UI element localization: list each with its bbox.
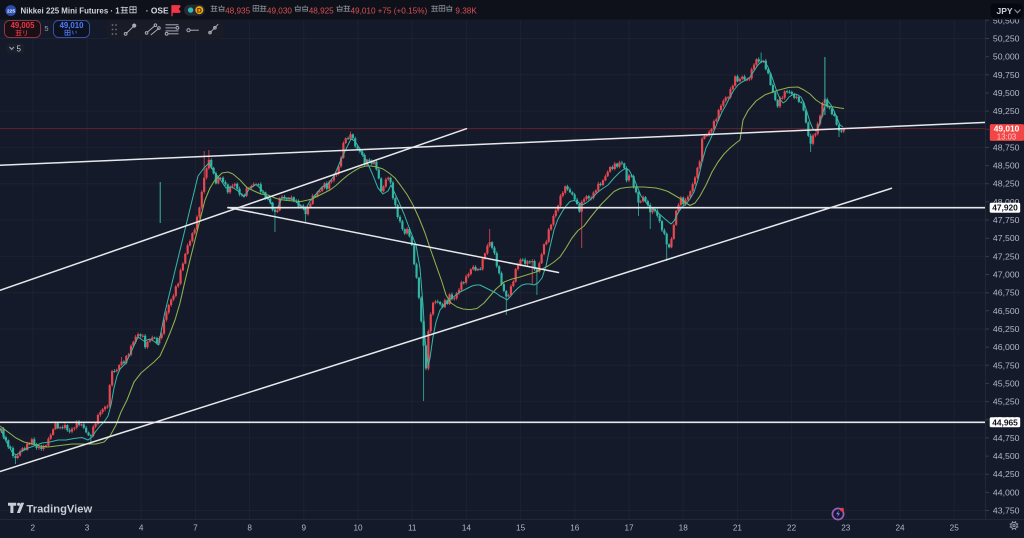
- svg-text:47,920: 47,920: [992, 203, 1018, 213]
- svg-text:7: 7: [193, 524, 198, 533]
- svg-text:46,000: 46,000: [993, 342, 1020, 352]
- svg-text:TradingView: TradingView: [27, 504, 93, 516]
- svg-text:45,750: 45,750: [993, 360, 1020, 370]
- svg-text:10: 10: [353, 524, 363, 533]
- svg-text:18: 18: [679, 524, 689, 533]
- svg-text:49,750: 49,750: [993, 70, 1020, 80]
- svg-text:15: 15: [516, 524, 526, 533]
- svg-text:9.38K: 9.38K: [455, 6, 477, 15]
- svg-text:44,750: 44,750: [993, 433, 1020, 443]
- svg-text:JPY: JPY: [997, 6, 1013, 16]
- svg-text:50,250: 50,250: [993, 34, 1020, 44]
- svg-text:8: 8: [247, 524, 252, 533]
- svg-text:48,925: 48,925: [309, 6, 334, 15]
- svg-text:13:03: 13:03: [997, 133, 1017, 142]
- svg-text:2: 2: [31, 524, 36, 533]
- svg-text:11: 11: [408, 524, 417, 533]
- svg-text:24: 24: [895, 524, 905, 533]
- svg-text:49,500: 49,500: [993, 88, 1020, 98]
- svg-text:49,005: 49,005: [11, 21, 36, 30]
- svg-text:4: 4: [139, 524, 144, 533]
- svg-text:44,965: 44,965: [992, 417, 1018, 427]
- svg-text:5: 5: [17, 45, 22, 54]
- svg-text:48,750: 48,750: [993, 142, 1020, 152]
- svg-text:44,250: 44,250: [993, 469, 1020, 479]
- svg-text:46,500: 46,500: [993, 306, 1020, 316]
- svg-text:14: 14: [462, 524, 472, 533]
- svg-text:D: D: [197, 8, 202, 15]
- svg-text:48,935: 48,935: [225, 6, 250, 15]
- svg-text:17: 17: [624, 524, 634, 533]
- svg-text:47,500: 47,500: [993, 233, 1020, 243]
- svg-text:48,500: 48,500: [993, 161, 1020, 171]
- svg-text:49,250: 49,250: [993, 106, 1020, 116]
- svg-text:47,250: 47,250: [993, 251, 1020, 261]
- svg-text:21: 21: [733, 524, 743, 533]
- svg-text:43,750: 43,750: [993, 506, 1020, 516]
- svg-text:5: 5: [44, 24, 48, 33]
- svg-text:45,500: 45,500: [993, 378, 1020, 388]
- svg-text:46,250: 46,250: [993, 324, 1020, 334]
- svg-text:48,000: 48,000: [993, 197, 1020, 207]
- svg-text:22: 22: [787, 524, 797, 533]
- svg-text:23: 23: [841, 524, 851, 533]
- svg-text:50,500: 50,500: [993, 15, 1020, 25]
- svg-text:16: 16: [570, 524, 580, 533]
- svg-text:46,750: 46,750: [993, 288, 1020, 298]
- svg-text:· OSE: · OSE: [146, 5, 169, 15]
- svg-text:45,250: 45,250: [993, 397, 1020, 407]
- svg-text:49,010: 49,010: [60, 21, 85, 30]
- svg-text:25: 25: [950, 524, 960, 533]
- svg-text:9: 9: [302, 524, 307, 533]
- svg-text:225: 225: [7, 8, 15, 14]
- svg-text:3: 3: [85, 524, 90, 533]
- svg-text:44,500: 44,500: [993, 451, 1020, 461]
- svg-text:49,010: 49,010: [994, 124, 1020, 134]
- svg-text:Nikkei 225 Mini Futures · 1: Nikkei 225 Mini Futures · 1: [21, 6, 121, 15]
- svg-text:50,000: 50,000: [993, 52, 1020, 62]
- svg-text:44,000: 44,000: [993, 487, 1020, 497]
- svg-text:48,250: 48,250: [993, 179, 1020, 189]
- svg-text:49,030: 49,030: [267, 6, 292, 15]
- svg-text:47,000: 47,000: [993, 270, 1020, 280]
- svg-text:49,010: 49,010: [351, 6, 376, 15]
- svg-text:47,750: 47,750: [993, 215, 1020, 225]
- svg-text:+75 (+0.15%): +75 (+0.15%): [378, 6, 428, 15]
